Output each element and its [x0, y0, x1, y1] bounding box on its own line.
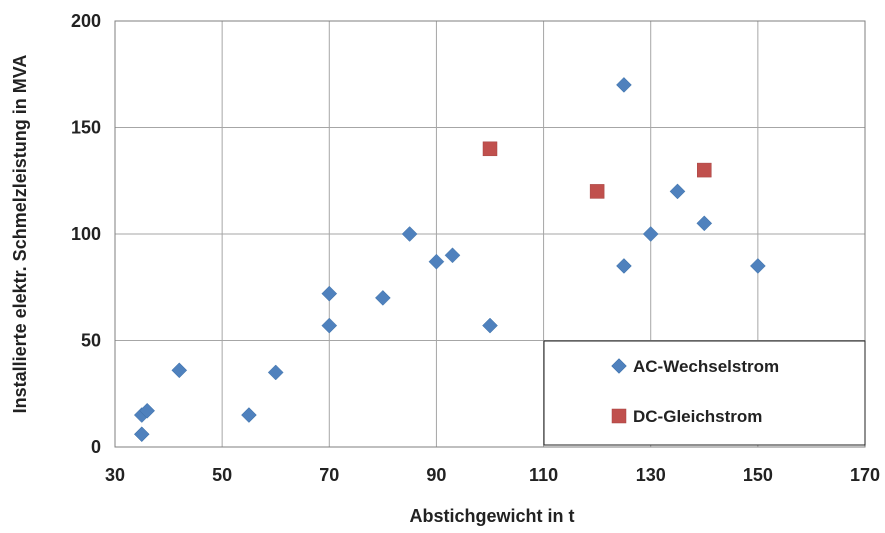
- y-tick-label: 200: [71, 11, 101, 31]
- x-tick-label: 30: [105, 465, 125, 485]
- y-tick-label: 0: [91, 437, 101, 457]
- ac-data-point: [321, 317, 338, 334]
- legend: AC-Wechselstrom DC-Gleichstrom: [543, 340, 866, 446]
- ac-data-point: [696, 215, 713, 232]
- x-axis-title: Abstichgewicht in t: [409, 506, 574, 526]
- ac-data-point: [321, 285, 338, 302]
- y-tick-label: 150: [71, 118, 101, 138]
- y-axis-title: Installierte elektr. Schmelzleistung in …: [10, 55, 30, 414]
- y-axis-tick-labels: 0 50 100 150 200: [71, 11, 101, 457]
- legend-box: [543, 340, 866, 446]
- ac-data-point: [401, 226, 418, 242]
- x-tick-label: 90: [426, 465, 446, 485]
- x-axis-tick-labels: 30 50 70 90 110 130 150 170: [105, 465, 880, 485]
- ac-data-point: [482, 317, 498, 334]
- ac-data-point: [241, 407, 257, 423]
- ac-data-point: [669, 183, 686, 200]
- ac-data-point: [642, 226, 659, 242]
- ac-data-point: [171, 362, 188, 379]
- dc-data-point: [482, 141, 498, 157]
- x-tick-label: 70: [319, 465, 339, 485]
- data-points: [133, 77, 766, 443]
- plot-area: [114, 20, 866, 448]
- x-tick-label: 150: [743, 465, 773, 485]
- ac-data-point: [444, 247, 461, 264]
- ac-data-point: [428, 253, 445, 270]
- ac-data-point: [133, 426, 150, 443]
- legend-ac-marker: [611, 358, 627, 374]
- x-tick-label: 110: [529, 465, 558, 485]
- legend-dc-marker: [611, 408, 627, 424]
- x-tick-label: 50: [212, 465, 232, 485]
- ac-data-point: [616, 258, 632, 274]
- dc-data-point: [589, 184, 605, 199]
- ac-data-point: [375, 290, 391, 306]
- ac-data-point: [139, 402, 155, 419]
- x-tick-label: 130: [636, 465, 666, 485]
- legend-label: DC-Gleichstrom: [633, 407, 762, 426]
- y-tick-label: 100: [71, 224, 101, 244]
- ac-data-point: [267, 364, 284, 381]
- x-tick-label: 170: [850, 465, 880, 485]
- legend-label: AC-Wechselstrom: [633, 357, 779, 376]
- ac-data-point: [750, 258, 766, 274]
- y-tick-label: 50: [81, 331, 101, 351]
- ac-data-point: [616, 77, 632, 93]
- dc-data-point: [697, 162, 712, 178]
